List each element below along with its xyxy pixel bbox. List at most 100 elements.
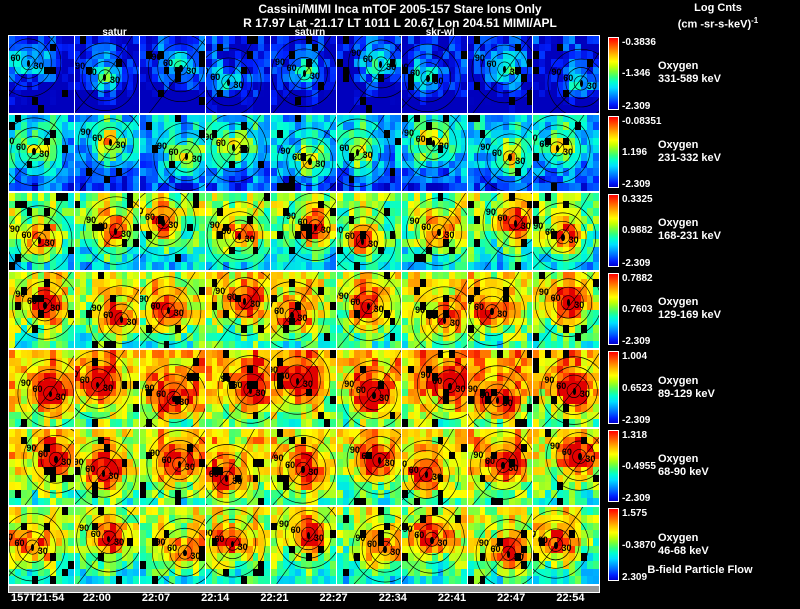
heatmap-pixel: [342, 58, 350, 68]
heatmap-pixel: [342, 89, 350, 98]
heatmap-pixel: [175, 89, 182, 98]
heatmap-pixel: [252, 66, 260, 75]
heatmap-pixel: [473, 66, 481, 75]
heatmap-pixel: [318, 97, 325, 106]
heatmap-pixel: [503, 58, 510, 68]
spectrogram-row[interactable]: 3060903060903060903060903060903060903060…: [8, 35, 600, 114]
heatmap-pixel: [115, 58, 123, 68]
spectrogram-row[interactable]: 3060903060903060903060903060903060903060…: [8, 113, 600, 193]
heatmap-pixel: [163, 81, 171, 91]
spectrogram-row[interactable]: 3060903060903060903060903060903060903060…: [8, 270, 600, 350]
heatmap-pixel: [127, 74, 134, 83]
heatmap-pixel: [98, 81, 105, 91]
heatmap-pixel: [526, 81, 533, 91]
heatmap-pixel: [205, 81, 213, 91]
heatmap-pixel: [467, 58, 475, 68]
heatmap-pixel: [431, 81, 439, 91]
heatmap-pixel: [336, 36, 344, 45]
heatmap-pixel: [32, 89, 39, 98]
heatmap-pixel: [329, 43, 336, 52]
heatmap-pixel: [86, 104, 93, 113]
heatmap-pixel: [526, 36, 533, 45]
heatmap-pixel: [92, 58, 99, 68]
heatmap-pixel: [217, 66, 224, 75]
heatmap-pixel: [61, 36, 69, 45]
heatmap-pixel: [520, 36, 528, 45]
heatmap-pixel: [217, 74, 224, 83]
heatmap-pixel: [67, 36, 74, 45]
heatmap-pixel: [103, 89, 111, 98]
spectrogram-row[interactable]: 3060903060903060903060903060903060903060…: [8, 349, 600, 428]
heatmap-pixel: [258, 81, 265, 91]
heatmap-pixel: [437, 97, 444, 106]
heatmap-pixel: [408, 51, 415, 60]
heatmap-pixel: [342, 43, 350, 52]
heatmap-pixel: [98, 97, 105, 106]
heatmap-pixel: [473, 36, 481, 45]
heatmap-pixel: [44, 51, 51, 60]
heatmap-pixel: [366, 66, 373, 75]
heatmap-pixel: [61, 43, 69, 52]
heatmap-pixel: [336, 81, 344, 91]
heatmap-pixel: [329, 97, 336, 106]
heatmap-pixel: [32, 97, 39, 106]
heatmap-pixel: [38, 97, 45, 106]
heatmap-pixel: [86, 58, 93, 68]
heatmap-pixel: [473, 58, 481, 68]
heatmap-pixel: [169, 66, 176, 75]
heatmap-pixel: [324, 36, 331, 45]
heatmap-pixel: [271, 74, 278, 83]
spectrogram-row[interactable]: 3060903060903060903060903060903060903060…: [8, 192, 600, 271]
heatmap-pixel: [329, 104, 336, 113]
field-direction-marker: [119, 316, 123, 323]
heatmap-pixel: [145, 58, 153, 68]
heatmap-pixel: [127, 51, 134, 60]
